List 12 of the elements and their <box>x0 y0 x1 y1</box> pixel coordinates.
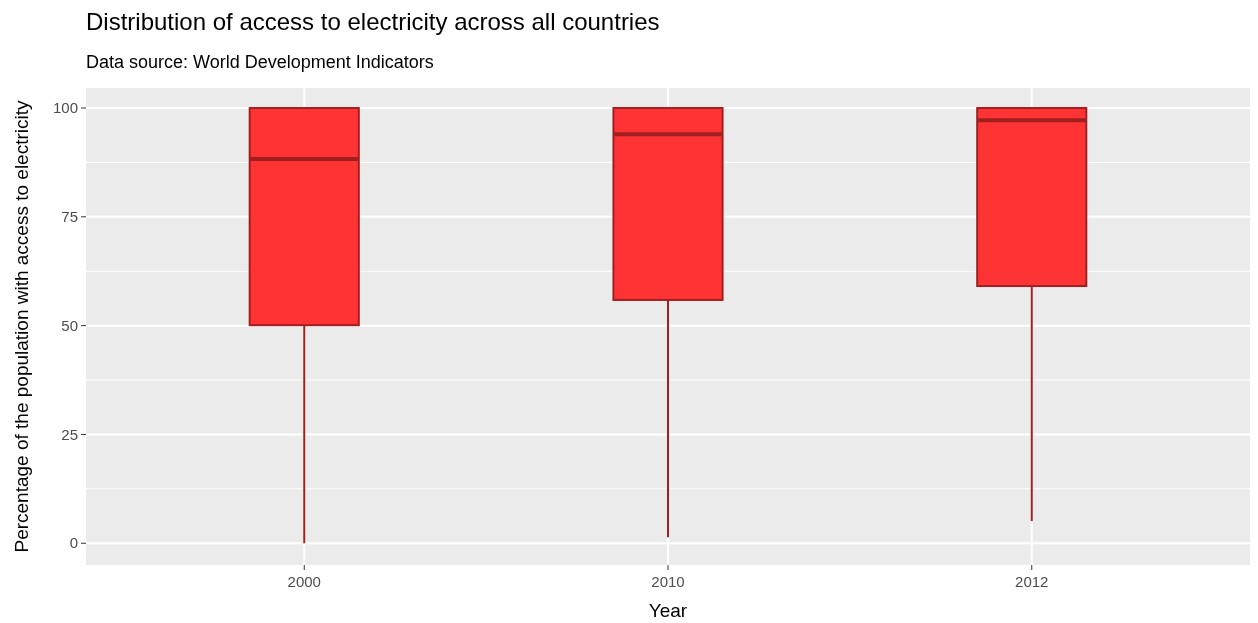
x-tick-label: 2012 <box>1015 573 1049 590</box>
y-tick-label: 0 <box>69 534 78 552</box>
y-tick-label: 100 <box>52 99 78 117</box>
chart-title: Distribution of access to electricity across all countries <box>86 8 660 35</box>
y-axis-title: Percentage of the population with access to electricity <box>11 99 32 553</box>
x-axis-title: Year <box>648 600 688 621</box>
x-tick-label: 2010 <box>651 573 685 590</box>
chart-subtitle: Data source: World Development Indicators <box>86 52 434 72</box>
y-tick-label: 25 <box>61 425 78 443</box>
y-tick-label: 75 <box>61 208 78 226</box>
y-tick-label: 50 <box>61 316 78 334</box>
x-tick-label: 2000 <box>287 573 321 590</box>
